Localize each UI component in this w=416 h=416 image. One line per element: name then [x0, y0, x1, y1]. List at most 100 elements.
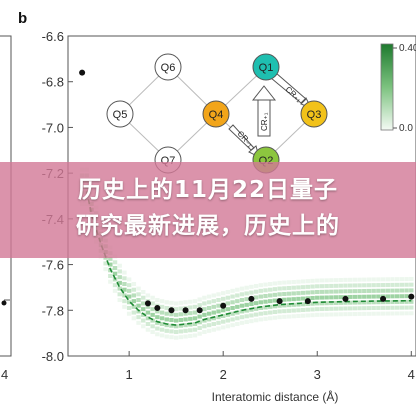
heatmap-cell — [211, 310, 216, 315]
heatmap-cell — [390, 277, 395, 282]
heatmap-cell — [211, 304, 216, 309]
heatmap-cell — [390, 311, 395, 316]
heatmap-cell — [362, 306, 367, 311]
heatmap-cell — [164, 328, 169, 333]
heatmap-cell — [409, 299, 414, 304]
heatmap-cell — [220, 319, 226, 324]
heatmap-cell — [399, 311, 405, 316]
heatmap-cell — [352, 294, 358, 299]
heatmap-cell — [385, 300, 390, 305]
heatmap-cell — [272, 304, 278, 309]
heatmap-cell — [239, 303, 245, 308]
heatmap-cell — [192, 327, 198, 332]
heatmap-cell — [376, 311, 381, 316]
heatmap-cell — [409, 288, 414, 293]
heatmap-cell — [404, 294, 409, 299]
heatmap-cell — [183, 323, 188, 328]
heatmap-cell — [164, 334, 169, 339]
data-point — [276, 298, 283, 305]
heatmap-cell — [310, 290, 315, 295]
heatmap-cell — [173, 307, 179, 312]
heatmap-cell — [282, 280, 287, 285]
heatmap-cell — [300, 290, 306, 295]
heatmap-cell — [159, 322, 165, 326]
colorbar-gradient — [380, 43, 394, 131]
heatmap-cell — [197, 326, 202, 330]
heatmap-cell — [282, 303, 287, 308]
heatmap-cell — [122, 299, 127, 304]
heatmap-cell — [286, 303, 292, 308]
heatmap-cell — [362, 289, 367, 294]
y-tick-label: -6.6 — [42, 29, 64, 44]
heatmap-cell — [225, 312, 231, 317]
heatmap-cell — [225, 324, 231, 329]
heatmap-cell — [338, 278, 343, 282]
heatmap-cell — [376, 283, 381, 288]
heatmap-cell — [192, 316, 198, 321]
heatmap-cell — [202, 301, 207, 306]
heatmap-cell — [329, 301, 334, 306]
heatmap-cell — [394, 305, 400, 310]
heatmap-cell — [192, 333, 198, 338]
heatmap-cell — [192, 322, 198, 326]
heatmap-cell — [225, 290, 231, 294]
heatmap-cell — [145, 322, 151, 326]
heatmap-cell — [338, 289, 343, 294]
heatmap-cell — [235, 310, 240, 315]
heatmap-cell — [291, 280, 296, 284]
heatmap-cell — [112, 283, 118, 288]
heatmap-cell — [399, 299, 405, 304]
heatmap-cell — [126, 311, 132, 316]
y-tick-label: -7.8 — [42, 303, 64, 318]
heatmap-cell — [230, 317, 235, 322]
heatmap-cell — [319, 284, 325, 289]
heatmap-cell — [399, 288, 405, 293]
heatmap-cell — [268, 287, 273, 292]
heatmap-cell — [164, 317, 169, 322]
heatmap-cell — [315, 312, 320, 317]
heatmap-cell — [164, 306, 169, 310]
heatmap-cell — [385, 305, 390, 310]
heatmap-cell — [230, 288, 235, 293]
heatmap-cell — [136, 309, 141, 314]
heatmap-cell — [333, 300, 339, 305]
heatmap-cell — [347, 306, 353, 311]
heatmap-cell — [347, 277, 353, 282]
heatmap-cell — [272, 287, 278, 292]
heatmap-cell — [216, 315, 221, 320]
heatmap-cell — [347, 289, 353, 294]
y-tick-label: -6.8 — [42, 75, 64, 90]
heatmap-cell — [394, 282, 400, 287]
heatmap-cell — [352, 306, 358, 311]
heatmap-cell — [211, 293, 216, 298]
heatmap-cell — [178, 329, 184, 334]
heatmap-cell — [202, 318, 207, 323]
cr-arrow-1: CR₊₁ — [270, 72, 313, 109]
heatmap-cell — [108, 274, 113, 278]
heatmap-cell — [173, 324, 179, 329]
heatmap-cell — [390, 282, 395, 287]
heatmap-cell — [192, 299, 198, 304]
heatmap-cell — [136, 286, 141, 291]
heatmap-cell — [315, 278, 320, 283]
heatmap-cell — [268, 293, 273, 298]
heatmap-cell — [117, 269, 122, 274]
heatmap-cell — [324, 301, 329, 306]
heatmap-cell — [310, 278, 315, 283]
heatmap-cell — [371, 306, 376, 310]
heatmap-cell — [409, 282, 414, 287]
heatmap-cell — [371, 288, 376, 293]
heatmap-cell — [173, 318, 179, 323]
heatmap-cell — [272, 281, 278, 286]
heatmap-cell — [390, 305, 395, 310]
heatmap-cell — [173, 301, 179, 306]
heatmap-cell — [347, 294, 353, 299]
x-tick-label: 2 — [220, 367, 227, 382]
heatmap-cell — [291, 297, 296, 302]
heatmap-cell — [390, 288, 395, 293]
panel-label: b — [18, 10, 27, 27]
heatmap-cell — [145, 316, 151, 321]
heatmap-cell — [235, 287, 240, 292]
heatmap-cell — [216, 303, 221, 308]
heatmap-cell — [178, 312, 184, 317]
